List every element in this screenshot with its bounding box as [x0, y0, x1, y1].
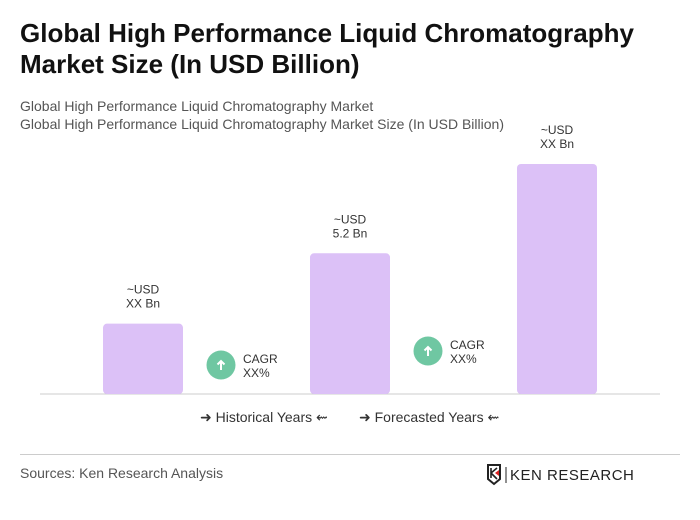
cagr-label: CAGR — [243, 352, 278, 366]
chart-subtitle: Global High Performance Liquid Chromatog… — [20, 98, 374, 114]
chart-subtitle-2: Global High Performance Liquid Chromatog… — [20, 116, 504, 132]
cagr-value: XX% — [450, 352, 477, 366]
cagr-label: CAGR — [450, 338, 485, 352]
legend-historical: ➜ Historical Years ⇜ — [200, 409, 328, 425]
legend-historical-label: Historical Years — [215, 409, 313, 425]
svg-text:KEN RESEARCH: KEN RESEARCH — [510, 467, 634, 484]
chart-title: Global High Performance Liquid Chromatog… — [20, 18, 634, 79]
data-label: ~USD — [127, 283, 160, 297]
ken-research-logo: KEN RESEARCH — [487, 464, 634, 486]
data-label: 5.2 Bn — [333, 226, 368, 240]
bar — [103, 323, 183, 394]
bar — [517, 164, 597, 394]
sources: Sources: Ken Research Analysis — [20, 465, 224, 481]
data-label: XX Bn — [540, 137, 574, 151]
footer-divider — [20, 454, 680, 455]
bar — [310, 253, 390, 394]
data-label: XX Bn — [126, 297, 160, 311]
cagr-value: XX% — [243, 366, 270, 380]
data-label: ~USD — [334, 212, 367, 226]
legend-forecasted-label: Forecasted Years — [374, 409, 484, 425]
legend-forecasted: ➜ Forecasted Years ⇜ — [359, 409, 500, 425]
data-label: ~USD — [541, 123, 574, 137]
